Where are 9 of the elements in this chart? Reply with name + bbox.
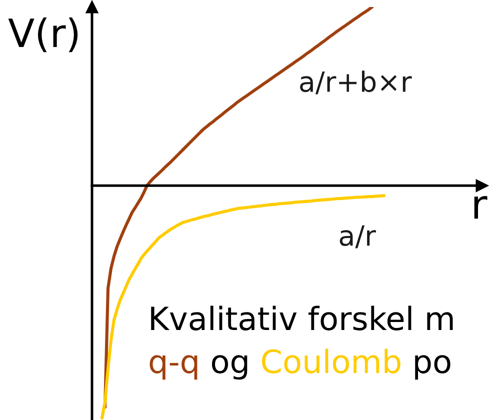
annotation: Kvalitativ forskel m bbox=[151, 306, 453, 330]
series-label: a/r bbox=[340, 225, 376, 248]
y-axis-title: V(r) bbox=[8, 17, 78, 52]
x-axis-title: r bbox=[474, 196, 488, 219]
series-label: a/r+b×r bbox=[300, 70, 412, 94]
annotation: Coulomb bbox=[262, 348, 400, 374]
annotation: q-q bbox=[150, 355, 198, 380]
text: po bbox=[415, 355, 450, 380]
annotation: og bbox=[212, 355, 248, 380]
